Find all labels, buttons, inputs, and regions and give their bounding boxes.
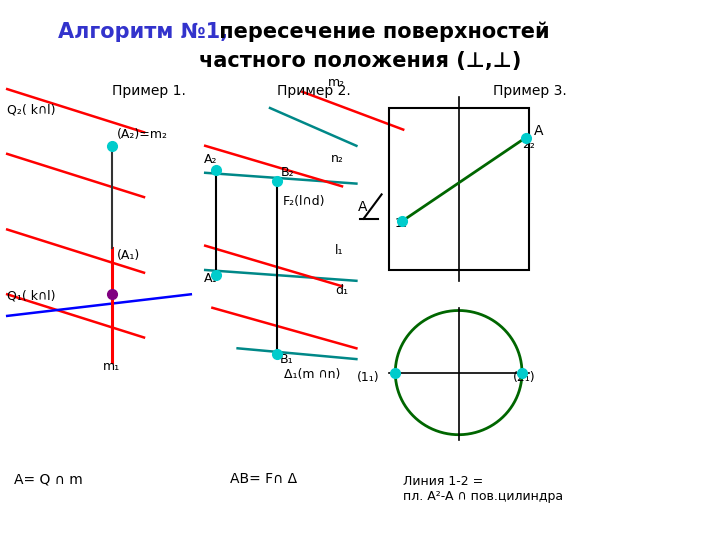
Text: n₂: n₂ (331, 152, 344, 165)
Text: Пример 1.: Пример 1. (112, 84, 186, 98)
Text: l₁: l₁ (335, 244, 343, 257)
Text: m₂: m₂ (328, 76, 345, 90)
Bar (389, 108, 529, 270)
Text: Пример 3.: Пример 3. (493, 84, 567, 98)
Text: частного положения (⊥,⊥): частного положения (⊥,⊥) (199, 51, 521, 71)
Text: AB= F∩ Δ: AB= F∩ Δ (230, 472, 297, 487)
Text: A= Q ∩ m: A= Q ∩ m (14, 472, 83, 487)
Text: F₂(l∩d): F₂(l∩d) (283, 195, 325, 208)
Text: B₂: B₂ (281, 165, 294, 179)
Text: 1₂: 1₂ (395, 217, 408, 230)
Text: A: A (534, 124, 544, 138)
Text: d₁: d₁ (335, 284, 348, 298)
Text: 2₂: 2₂ (522, 138, 535, 152)
Text: Пример 2.: Пример 2. (277, 84, 351, 98)
Text: Алгоритм №1,: Алгоритм №1, (58, 22, 228, 42)
Text: Линия 1-2 =
пл. A²-A ∩ пов.цилиндра: Линия 1-2 = пл. A²-A ∩ пов.цилиндра (403, 475, 563, 503)
Text: m₁: m₁ (103, 360, 120, 373)
Text: A₁: A₁ (204, 272, 217, 285)
Text: Q₁( k∩l): Q₁( k∩l) (7, 289, 55, 303)
Text: Δ₁(m ∩n): Δ₁(m ∩n) (284, 368, 341, 381)
Text: A₂: A₂ (204, 153, 217, 166)
Text: (A₂)=m₂: (A₂)=m₂ (117, 127, 168, 141)
Text: A: A (358, 200, 367, 214)
Text: (1₁): (1₁) (357, 370, 379, 384)
Text: (A₁): (A₁) (117, 249, 140, 262)
Text: B₁: B₁ (279, 353, 293, 366)
Text: (2₁): (2₁) (513, 370, 535, 384)
Text: Q₂( k∩l): Q₂( k∩l) (7, 103, 55, 117)
Text: пересечение поверхностей: пересечение поверхностей (212, 22, 550, 42)
